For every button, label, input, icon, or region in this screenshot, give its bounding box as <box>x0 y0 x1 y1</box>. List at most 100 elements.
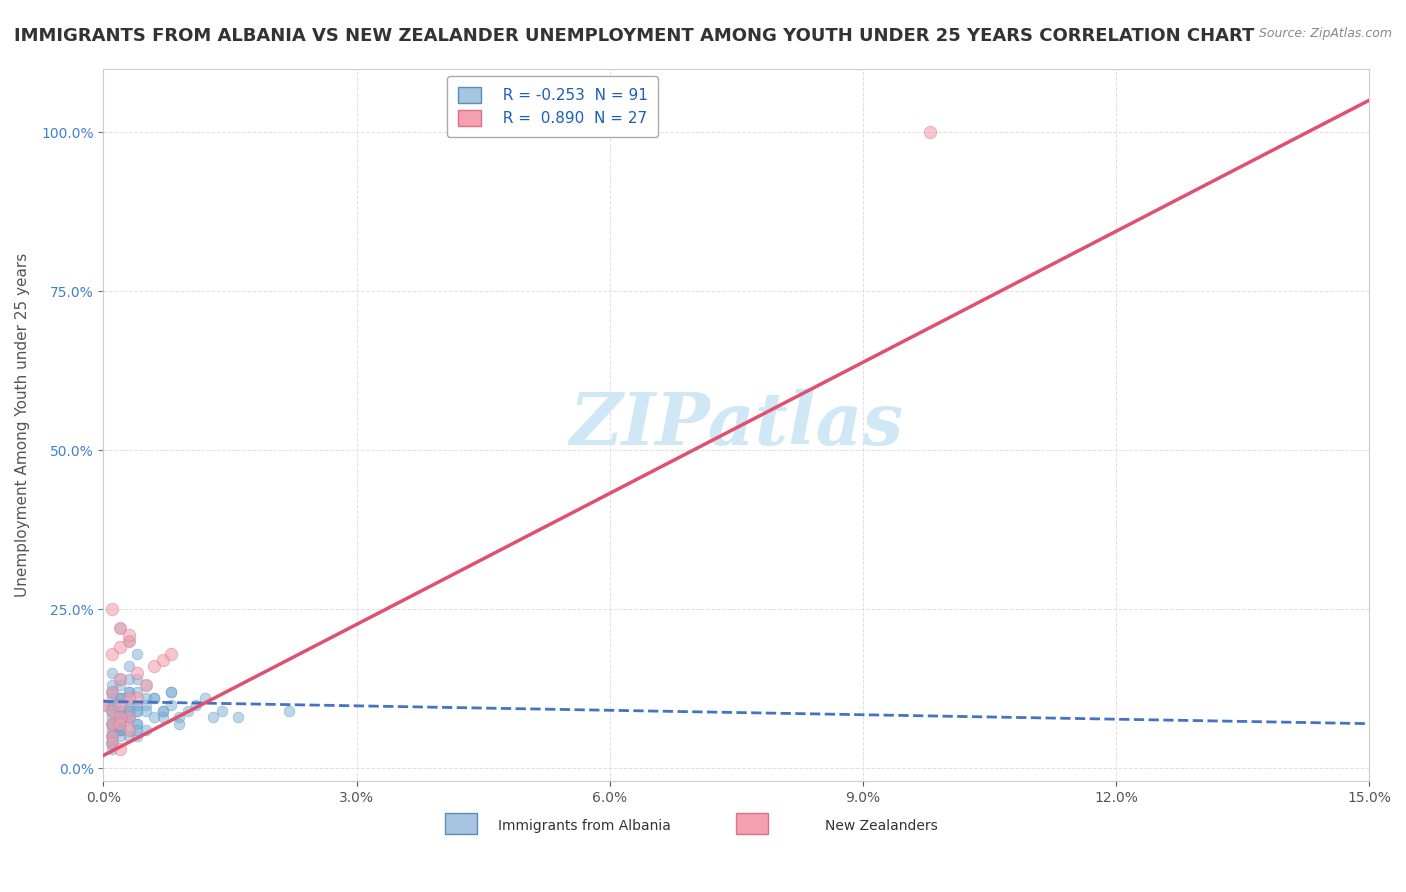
Point <box>101 704 124 718</box>
Point <box>127 691 149 706</box>
Point <box>118 691 141 706</box>
Point <box>118 710 141 724</box>
Point <box>110 710 132 724</box>
FancyBboxPatch shape <box>446 813 477 834</box>
Point <box>127 704 149 718</box>
Point <box>101 730 124 744</box>
Point <box>101 723 124 737</box>
Point <box>127 698 149 712</box>
Point <box>211 704 233 718</box>
Point <box>101 730 124 744</box>
Y-axis label: Unemployment Among Youth under 25 years: Unemployment Among Youth under 25 years <box>15 252 30 597</box>
Point <box>127 647 149 661</box>
Point <box>101 730 124 744</box>
Point <box>118 627 141 641</box>
Point <box>101 665 124 680</box>
Point <box>110 698 132 712</box>
Point <box>110 716 132 731</box>
Point <box>118 704 141 718</box>
Point <box>110 704 132 718</box>
Point <box>152 704 174 718</box>
Point <box>101 685 124 699</box>
Point <box>194 691 217 706</box>
Point <box>118 659 141 673</box>
Text: ZIPatlas: ZIPatlas <box>569 389 903 460</box>
Point <box>110 742 132 756</box>
Point <box>152 653 174 667</box>
Point <box>110 672 132 686</box>
Point <box>110 621 132 635</box>
Point <box>160 685 183 699</box>
Point <box>127 704 149 718</box>
Point <box>110 691 132 706</box>
Point <box>118 704 141 718</box>
Point <box>118 691 141 706</box>
Point <box>118 634 141 648</box>
Point <box>152 704 174 718</box>
Point <box>127 665 149 680</box>
Point <box>110 723 132 737</box>
Point <box>101 704 124 718</box>
Point <box>93 698 115 712</box>
Point <box>135 678 157 692</box>
Text: New Zealanders: New Zealanders <box>825 819 938 833</box>
Point <box>101 730 124 744</box>
Point <box>101 736 124 750</box>
Point <box>143 691 166 706</box>
Point <box>110 672 132 686</box>
Point <box>135 698 157 712</box>
Point <box>110 723 132 737</box>
Point <box>118 634 141 648</box>
Point <box>101 716 124 731</box>
Point <box>160 647 183 661</box>
Point <box>101 698 124 712</box>
Text: Immigrants from Albania: Immigrants from Albania <box>498 819 671 833</box>
Point <box>101 602 124 616</box>
Point <box>110 698 132 712</box>
Point <box>127 723 149 737</box>
Point <box>135 704 157 718</box>
Point <box>110 710 132 724</box>
Point <box>127 716 149 731</box>
Point <box>101 685 124 699</box>
Text: IMMIGRANTS FROM ALBANIA VS NEW ZEALANDER UNEMPLOYMENT AMONG YOUTH UNDER 25 YEARS: IMMIGRANTS FROM ALBANIA VS NEW ZEALANDER… <box>14 27 1254 45</box>
Point <box>118 723 141 737</box>
Point <box>127 685 149 699</box>
Point <box>101 736 124 750</box>
Point <box>118 685 141 699</box>
Point <box>110 710 132 724</box>
Point <box>110 723 132 737</box>
Point <box>93 698 115 712</box>
Point <box>110 710 132 724</box>
Point <box>101 716 124 731</box>
Point <box>101 716 124 731</box>
Point <box>101 685 124 699</box>
Point <box>110 678 132 692</box>
Point <box>143 659 166 673</box>
Point <box>127 716 149 731</box>
Point <box>118 698 141 712</box>
Point <box>228 710 250 724</box>
Point <box>160 685 183 699</box>
Point <box>152 710 174 724</box>
Point <box>118 710 141 724</box>
Point <box>118 672 141 686</box>
Point <box>135 678 157 692</box>
Point <box>177 704 200 718</box>
Point <box>101 710 124 724</box>
Point <box>127 730 149 744</box>
Point <box>110 710 132 724</box>
Point <box>135 691 157 706</box>
Point <box>118 710 141 724</box>
Point <box>101 716 124 731</box>
Point <box>110 723 132 737</box>
Text: Source: ZipAtlas.com: Source: ZipAtlas.com <box>1258 27 1392 40</box>
Point <box>101 742 124 756</box>
Point <box>143 710 166 724</box>
Point <box>101 736 124 750</box>
Point <box>101 678 124 692</box>
Point <box>110 704 132 718</box>
Point <box>135 723 157 737</box>
Point <box>110 621 132 635</box>
Point <box>110 716 132 731</box>
